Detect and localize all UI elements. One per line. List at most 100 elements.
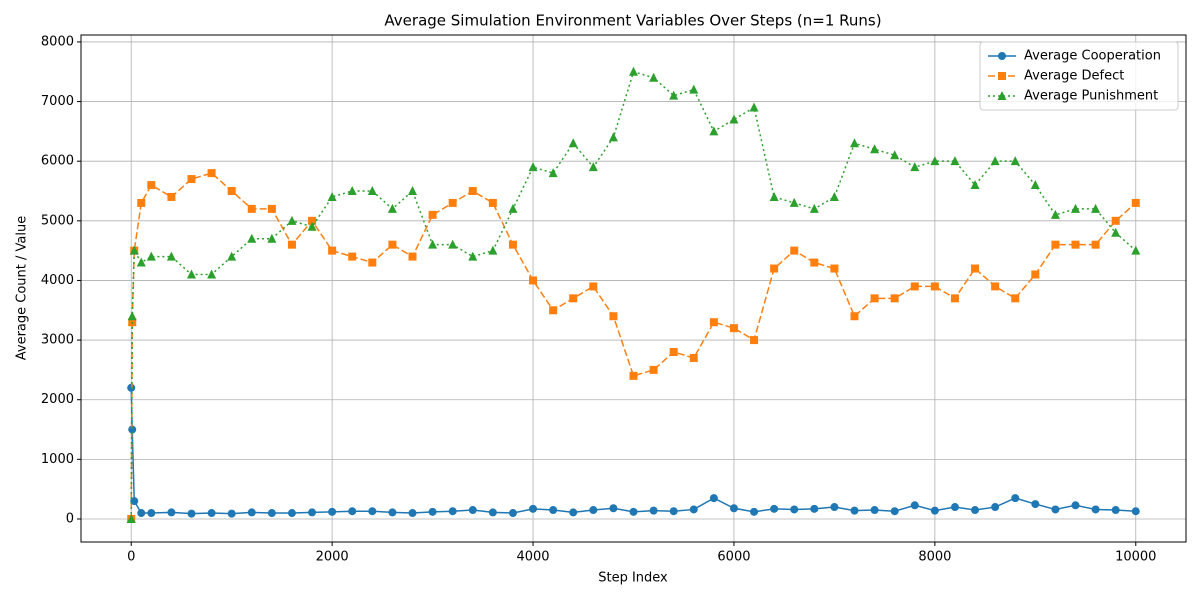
marker [850,312,859,321]
marker [508,203,518,213]
marker [187,509,196,518]
marker [1051,505,1060,514]
marker [247,508,256,517]
marker [488,198,497,207]
marker [770,264,779,273]
marker [327,191,337,201]
marker [998,52,1006,60]
marker [609,312,618,321]
marker [629,507,638,516]
marker [608,132,618,142]
legend-label: Average Punishment [1024,89,1158,104]
marker [588,162,598,172]
x-axis-label: Step Index [598,571,668,586]
marker [428,239,438,249]
marker [308,508,317,517]
series-line [130,172,1137,519]
marker [147,181,156,190]
marker [187,175,196,184]
marker [709,318,718,327]
marker [569,294,578,303]
marker [448,239,458,249]
series-line [130,70,1137,519]
marker [829,191,839,201]
marker [166,251,176,261]
marker [428,210,437,219]
marker [589,506,598,515]
marker [709,126,719,136]
marker [1131,507,1140,516]
marker [930,506,939,515]
marker [910,501,919,510]
marker [890,507,899,516]
marker [548,168,558,178]
marker [709,494,718,503]
marker [689,84,699,94]
marker [991,503,1000,512]
marker [167,508,176,517]
marker [669,90,679,100]
marker [830,503,839,512]
marker [247,233,257,243]
marker [367,186,377,195]
marker [568,138,578,148]
marker [1030,180,1040,190]
marker [1071,501,1080,510]
marker [126,513,136,523]
marker [669,348,678,357]
marker [997,91,1007,100]
marker [810,258,819,267]
marker [549,306,558,315]
marker [890,294,899,303]
marker [207,509,216,518]
marker [629,66,638,76]
marker [649,365,658,374]
marker [468,506,477,515]
marker [1111,506,1120,515]
marker [267,233,277,243]
marker [227,187,236,195]
marker [850,506,859,515]
y-tick-label: 2000 [41,392,74,407]
y-tick-label: 7000 [41,94,74,109]
marker [770,504,779,513]
marker [267,509,276,518]
marker [347,186,357,195]
series-line [130,387,1136,515]
marker [368,507,377,516]
marker [569,508,578,517]
y-tick-label: 1000 [41,452,74,467]
marker [1071,203,1080,213]
marker [750,336,759,345]
plot-frame [80,34,1187,543]
marker [387,203,397,213]
marker [649,506,658,515]
marker [529,504,538,513]
marker [950,294,959,303]
marker [589,282,598,291]
marker [368,258,377,267]
marker [971,264,980,273]
marker [1051,240,1060,249]
marker [388,240,397,249]
marker [990,156,1000,166]
marker [167,192,176,201]
marker [790,505,799,514]
y-axis-label: Average Count / Value [15,216,30,360]
marker [207,269,217,279]
marker [1011,494,1020,503]
y-tick-label: 0 [66,511,74,526]
marker [348,252,357,261]
marker [669,507,678,516]
marker [408,509,417,518]
x-tick-label: 2000 [316,550,349,565]
legend-label: Average Cooperation [1024,49,1161,64]
x-tick-label: 6000 [717,550,750,565]
marker [950,156,960,166]
x-tick-label: 4000 [516,550,549,565]
marker [146,251,156,261]
marker [388,508,397,517]
marker [930,156,940,166]
